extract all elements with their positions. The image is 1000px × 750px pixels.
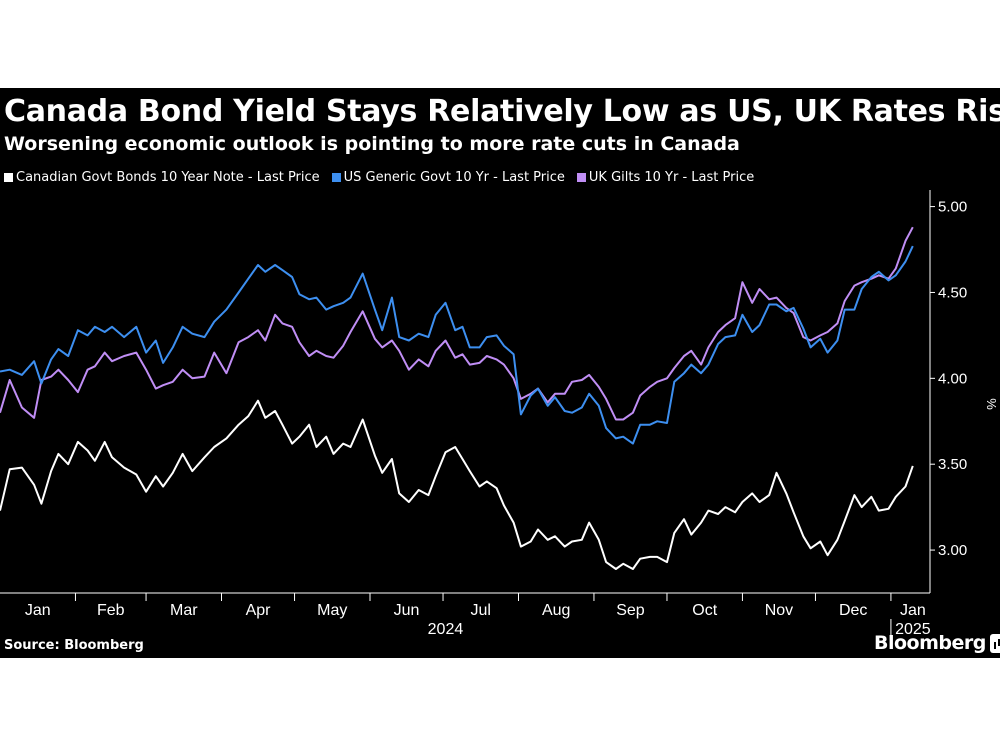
x-tick-label: Jan xyxy=(900,602,926,619)
bloomberg-logo-icon xyxy=(989,633,1000,653)
y-tick-label: 4.00 xyxy=(938,370,967,387)
x-year-label: 2024 xyxy=(428,621,464,638)
legend-swatch-us xyxy=(331,173,341,182)
y-tick-label: 5.00 xyxy=(938,199,967,216)
series-line-uk xyxy=(0,226,914,421)
chart-title: Canada Bond Yield Stays Relatively Low a… xyxy=(4,94,1000,129)
y-tick-label: 3.50 xyxy=(938,456,967,473)
legend-label-us: US Generic Govt 10 Yr - Last Price xyxy=(343,170,565,185)
x-tick-label: Jul xyxy=(471,602,491,619)
x-tick-label: Sep xyxy=(616,602,645,619)
x-tick-label: Jun xyxy=(394,602,420,619)
x-tick-label: Apr xyxy=(246,602,272,619)
legend-item-us: US Generic Govt 10 Yr - Last Price xyxy=(331,170,565,185)
x-tick-label: Jan xyxy=(25,602,51,619)
chart-panel: Canada Bond Yield Stays Relatively Low a… xyxy=(0,88,1000,658)
legend: Canadian Govt Bonds 10 Year Note - Last … xyxy=(4,170,754,185)
x-tick-label: Dec xyxy=(839,602,867,619)
x-tick-label: Oct xyxy=(692,602,717,619)
legend-swatch-canada xyxy=(4,173,13,182)
x-tick-label: Feb xyxy=(97,602,125,619)
series-line-us xyxy=(0,245,914,445)
brand-logo: Bloomberg xyxy=(874,632,1000,654)
x-year-label: 2025 xyxy=(895,621,931,638)
chart-subtitle: Worsening economic outlook is pointing t… xyxy=(4,133,740,155)
y-tick-label: 4.50 xyxy=(938,284,967,301)
x-tick-label: Aug xyxy=(542,602,570,619)
brand-name: Bloomberg xyxy=(874,632,986,654)
source-note: Source: Bloomberg xyxy=(4,638,144,653)
legend-swatch-uk xyxy=(576,173,586,182)
series-line-canada xyxy=(0,399,914,570)
x-tick-label: May xyxy=(317,602,347,619)
y-axis-unit: % xyxy=(984,398,999,410)
legend-label-canada: Canadian Govt Bonds 10 Year Note - Last … xyxy=(16,170,320,185)
legend-label-uk: UK Gilts 10 Yr - Last Price xyxy=(588,170,755,185)
legend-item-canada: Canadian Govt Bonds 10 Year Note - Last … xyxy=(4,170,320,185)
line-chart: 3.00 3.50 4.00 4.50 5.00% Jan Feb Mar Apr May Jun J… xyxy=(0,190,999,638)
x-tick-label: Mar xyxy=(170,602,198,619)
y-tick-label: 3.00 xyxy=(938,542,967,559)
x-tick-label: Nov xyxy=(765,602,793,619)
legend-item-uk: UK Gilts 10 Yr - Last Price xyxy=(576,170,755,185)
